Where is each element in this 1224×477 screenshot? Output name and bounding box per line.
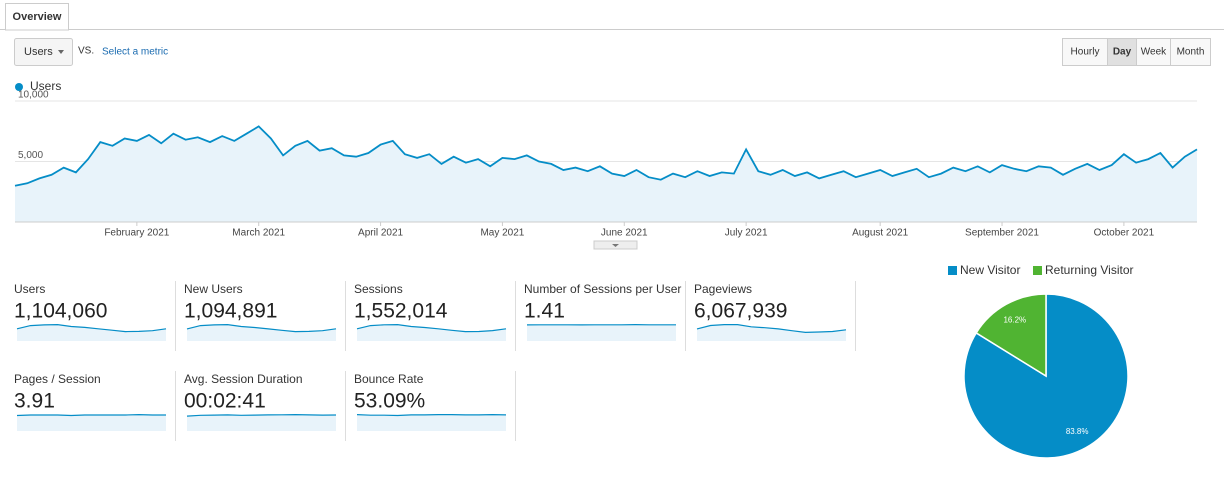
- dropdown-caret: [58, 50, 64, 54]
- metric-value: 1,552,014: [354, 300, 448, 323]
- slice-label: 83.8%: [1066, 427, 1089, 436]
- tab[interactable]: [5, 3, 69, 31]
- sparkline-area: [187, 414, 336, 431]
- metric-value: 1,104,060: [14, 300, 107, 323]
- interval-button[interactable]: [1136, 38, 1171, 66]
- metric-value: 1,094,891: [184, 300, 277, 323]
- sparkline-area: [357, 324, 506, 341]
- pie-slice: [975, 293, 1047, 378]
- collapse-caret: [612, 244, 619, 247]
- metric-label: Pageviews: [694, 282, 752, 296]
- x-tick-label: October 2021: [1094, 228, 1155, 239]
- sparkline: [16, 323, 167, 333]
- sparkline-area: [527, 324, 676, 341]
- interval-button-label[interactable]: Day: [1113, 47, 1132, 58]
- sparkline-area: [187, 324, 336, 341]
- sparkline: [186, 413, 337, 417]
- sparkline-area: [17, 414, 166, 431]
- area: [15, 126, 1197, 222]
- metric-label: Sessions: [354, 282, 403, 296]
- legend-label: New Visitor: [960, 263, 1020, 277]
- legend-dot: [15, 83, 23, 91]
- legend-label: Returning Visitor: [1045, 263, 1134, 277]
- legend-swatch: [1033, 266, 1042, 275]
- metric-label: New Users: [184, 282, 243, 296]
- sparkline-area: [697, 324, 846, 341]
- sparkline-area: [357, 414, 506, 431]
- line: [14, 125, 1198, 187]
- metric-value: 3.91: [14, 390, 55, 413]
- metric-label: Bounce Rate: [354, 372, 424, 386]
- sparkline: [356, 413, 507, 417]
- metric-label: Pages / Session: [14, 372, 101, 386]
- tab-label[interactable]: Overview: [13, 11, 62, 23]
- slice-label: 16.2%: [1003, 315, 1026, 324]
- metric-value: 6,067,939: [694, 300, 787, 323]
- metric-value: 1.41: [524, 300, 565, 323]
- interval-button-label[interactable]: Week: [1141, 47, 1167, 58]
- interval-button-label[interactable]: Hourly: [1071, 47, 1100, 58]
- legend-label: Users: [30, 79, 61, 93]
- x-tick-label: May 2021: [480, 228, 524, 239]
- vs-label: VS.: [78, 46, 94, 57]
- pie-slice: [963, 293, 1129, 459]
- x-tick-label: February 2021: [104, 228, 169, 239]
- x-tick-label: June 2021: [601, 228, 648, 239]
- x-tick-label: September 2021: [965, 228, 1039, 239]
- y-tick-label: 10,000: [18, 90, 49, 101]
- metric-value: 53.09%: [354, 390, 425, 413]
- sparkline: [16, 413, 166, 417]
- interval-button[interactable]: [1107, 38, 1137, 66]
- x-tick-label: August 2021: [852, 228, 909, 239]
- metric-label: Number of Sessions per User: [524, 282, 681, 296]
- sparkline: [356, 323, 507, 333]
- interval-button-label[interactable]: Month: [1177, 47, 1205, 58]
- x-tick-label: March 2021: [232, 228, 285, 239]
- metric-dropdown-label[interactable]: Users: [24, 46, 53, 58]
- interval-button[interactable]: [1170, 38, 1211, 66]
- legend-swatch: [948, 266, 957, 275]
- x-tick-label: April 2021: [358, 228, 403, 239]
- sparkline-area: [17, 324, 166, 341]
- sparkline: [186, 323, 337, 333]
- metric-label: Avg. Session Duration: [184, 372, 303, 386]
- x-tick-label: July 2021: [725, 228, 768, 239]
- y-tick-label: 5,000: [18, 150, 43, 161]
- sparkline: [696, 324, 847, 334]
- metric-dropdown[interactable]: [14, 38, 73, 66]
- metric-value: 00:02:41: [184, 390, 266, 413]
- metric-label: Users: [14, 282, 45, 296]
- compare-link[interactable]: Select a metric: [102, 47, 168, 58]
